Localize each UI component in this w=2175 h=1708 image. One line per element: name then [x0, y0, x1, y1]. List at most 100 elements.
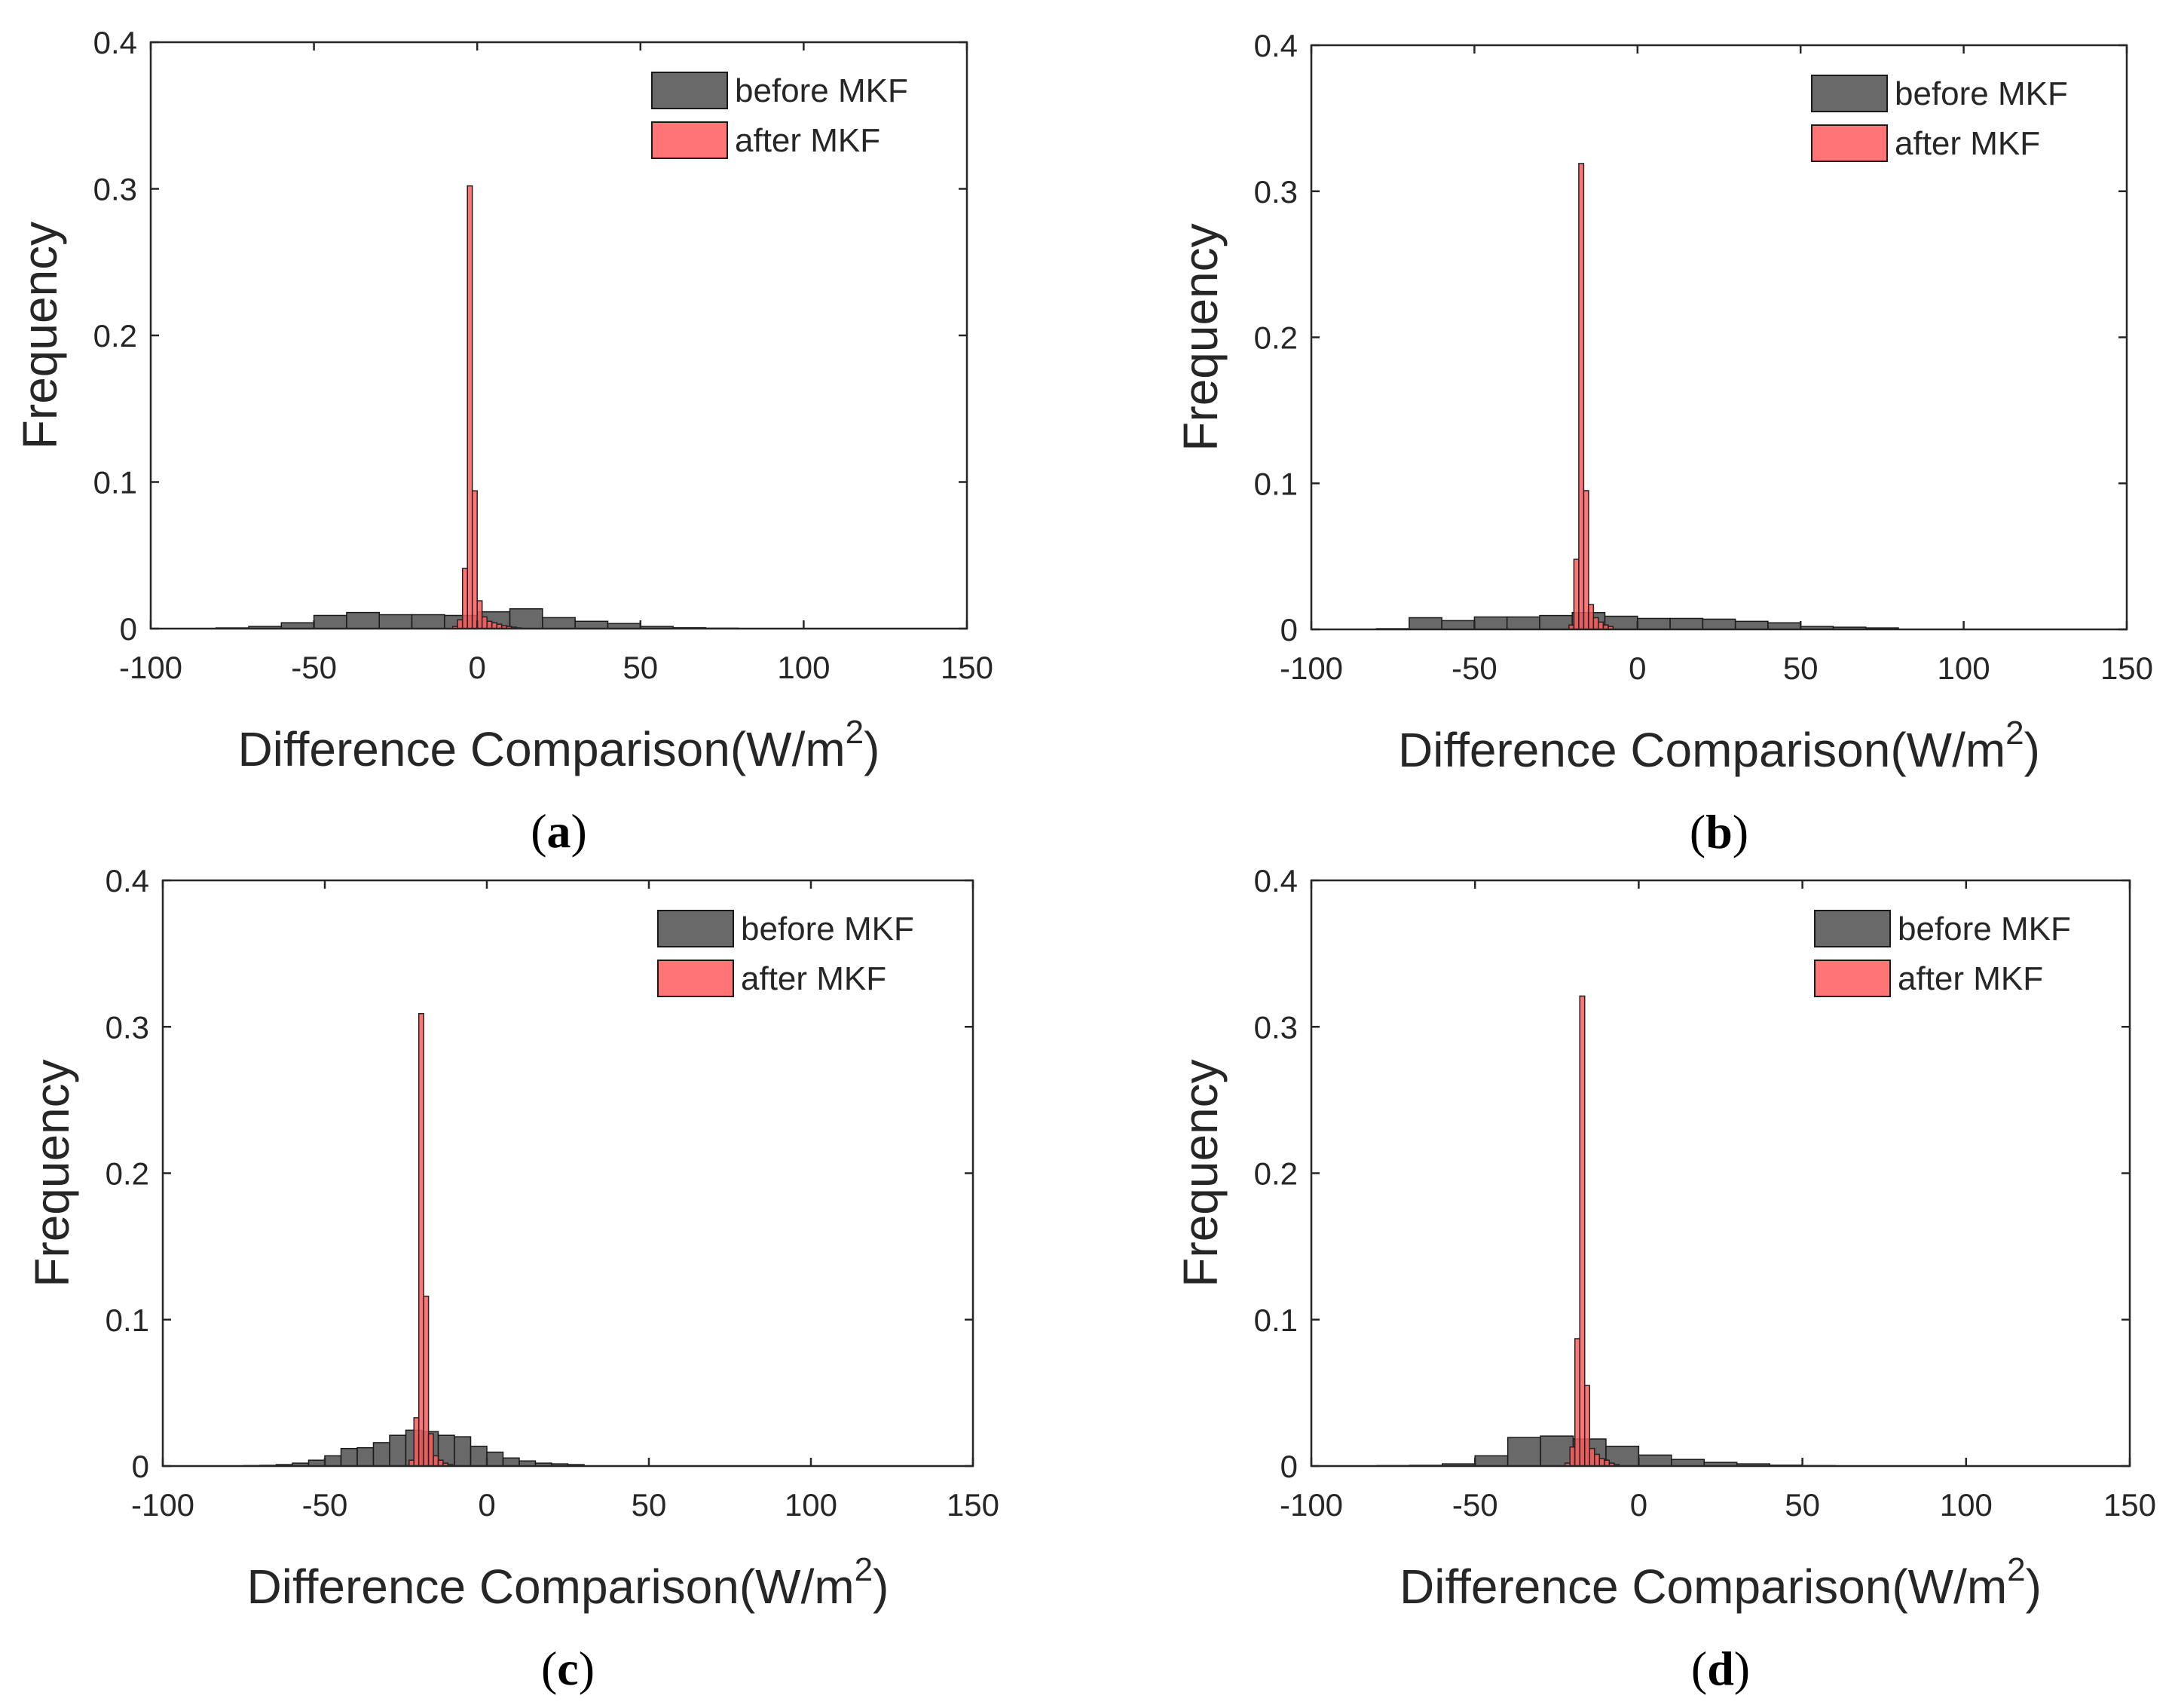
histogram-bar	[457, 619, 463, 629]
histogram-bar	[1473, 616, 1508, 630]
histogram-bar	[470, 1446, 488, 1467]
y-tick-label: 0.1	[106, 1302, 149, 1338]
y-axis-title: Frequency	[13, 222, 67, 449]
x-tick-label: 0	[1630, 1487, 1647, 1523]
panel-label-open: (	[531, 804, 546, 858]
y-tick-label: 0.2	[106, 1156, 149, 1192]
histogram-bar	[1638, 1454, 1672, 1467]
legend-label-after: after MKF	[735, 122, 880, 159]
histogram-bar	[413, 1417, 420, 1467]
panel-label-letter: b	[1705, 805, 1733, 859]
histogram-bar	[1441, 620, 1476, 630]
x-axis-title-close: )	[2024, 723, 2040, 777]
x-tick-label: 100	[1940, 1487, 1993, 1523]
series-after-mkf	[1568, 163, 1614, 630]
y-tick-label: 0.2	[1254, 320, 1298, 356]
histogram-bar	[418, 1013, 424, 1467]
series-after-mkf	[451, 185, 522, 629]
histogram-bar	[1574, 1338, 1580, 1467]
y-tick-label: 0.3	[1254, 174, 1298, 210]
histogram-bar	[1767, 622, 1801, 630]
histogram-bar	[1669, 617, 1704, 630]
histogram-bar	[1474, 1455, 1509, 1467]
x-tick-label: 50	[1785, 1487, 1820, 1523]
panel-label: (a)	[531, 804, 587, 858]
histogram-bar	[1573, 559, 1580, 630]
x-tick-label: 150	[947, 1487, 999, 1523]
x-axis-title-main: Difference Comparison(W/m	[1398, 723, 2005, 777]
legend: before MKF after MKF	[1811, 75, 2068, 162]
histogram-bar	[481, 616, 488, 629]
panel-label-letter: c	[557, 1642, 578, 1695]
y-tick-label: 0.2	[1254, 1156, 1298, 1192]
x-axis-title-main: Difference Comparison(W/m	[1400, 1560, 2007, 1614]
panel-label-close: )	[1733, 805, 1748, 859]
legend-swatch-before	[1811, 75, 1888, 112]
y-axis-title: Frequency	[1173, 223, 1228, 451]
histogram-bar	[1409, 617, 1442, 630]
x-axis-title-superscript: 2	[855, 1551, 873, 1588]
y-tick-label: 0.1	[1254, 466, 1298, 501]
panel-label-open: (	[1690, 805, 1705, 859]
legend-label-after: after MKF	[1895, 125, 2040, 162]
x-tick-label: -50	[1452, 1487, 1498, 1523]
series-after-mkf	[408, 1013, 454, 1467]
panel-label: (c)	[541, 1642, 595, 1695]
x-axis-title-close: )	[864, 722, 879, 776]
histogram-bar	[1583, 490, 1589, 630]
histogram-bar	[1594, 1453, 1601, 1467]
legend-label-before: before MKF	[1898, 911, 2071, 947]
histogram-bar	[1507, 1437, 1541, 1467]
histogram-bar	[340, 1447, 358, 1467]
y-tick-label: 0	[1280, 1449, 1298, 1484]
histogram-bar	[1592, 617, 1599, 630]
x-tick-label: 150	[2103, 1487, 2156, 1523]
y-axis-title: Frequency	[1173, 1059, 1228, 1287]
histogram-bar	[313, 614, 347, 629]
panel-c: -100 -50 0 50 100 150 0 0.1 0.2 0.3 0.4 Difference …	[25, 863, 999, 1695]
x-axis-title: Difference Comparison(W/m2)	[1400, 1551, 2042, 1614]
y-tick-label: 0	[1280, 612, 1298, 647]
histogram-bar	[574, 620, 609, 629]
panel-d: -100 -50 0 50 100 150 0 0.1 0.2 0.3 0.4 Difference …	[1173, 863, 2156, 1695]
histogram-bar	[1588, 604, 1595, 630]
histogram-bar	[1540, 1435, 1574, 1467]
histogram-bar	[1598, 1458, 1605, 1467]
histogram-bar	[471, 490, 478, 629]
x-tick-label: -100	[1280, 1487, 1343, 1523]
histogram-bar	[411, 614, 445, 629]
histogram-bar	[372, 1442, 390, 1467]
legend: before MKF after MKF	[651, 72, 908, 159]
legend-swatch-after	[657, 960, 734, 997]
y-tick-label: 0.3	[106, 1009, 149, 1045]
panel-label-letter: a	[547, 804, 571, 858]
x-axis-title: Difference Comparison(W/m2)	[247, 1551, 889, 1614]
panel-a: -100 -50 0 50 100 150 0 0.1 0.2 0.3 0.4 Difference …	[13, 25, 993, 858]
y-tick-label: 0.1	[1254, 1302, 1298, 1338]
x-axis-title: Difference Comparison(W/m2)	[238, 714, 880, 776]
x-tick-label: 0	[469, 650, 486, 685]
legend: before MKF after MKF	[1814, 910, 2071, 997]
x-tick-label: 50	[1783, 650, 1819, 686]
y-tick-label: 0.1	[93, 465, 137, 500]
panel-label-close: )	[1734, 1642, 1750, 1695]
histogram-bar	[1589, 1447, 1595, 1467]
panel-label-close: )	[571, 804, 587, 858]
histogram-bar	[324, 1455, 342, 1467]
x-tick-label: -50	[291, 650, 337, 685]
x-tick-label: 100	[777, 650, 830, 685]
histogram-bar	[461, 568, 468, 629]
y-tick-label: 0.3	[93, 172, 137, 207]
histogram-bar	[356, 1446, 375, 1467]
histogram-bar	[1637, 617, 1671, 630]
panel-label-open: (	[1691, 1642, 1707, 1695]
x-tick-label: -50	[1452, 650, 1497, 686]
legend-label-before: before MKF	[735, 72, 908, 109]
x-tick-label: 0	[478, 1487, 495, 1523]
y-tick-label: 0.4	[1254, 863, 1298, 898]
histogram-bar	[454, 1436, 472, 1467]
x-axis-title-superscript: 2	[846, 714, 864, 751]
y-tick-label: 0.4	[106, 863, 149, 898]
y-tick-label: 0.4	[1254, 28, 1298, 63]
